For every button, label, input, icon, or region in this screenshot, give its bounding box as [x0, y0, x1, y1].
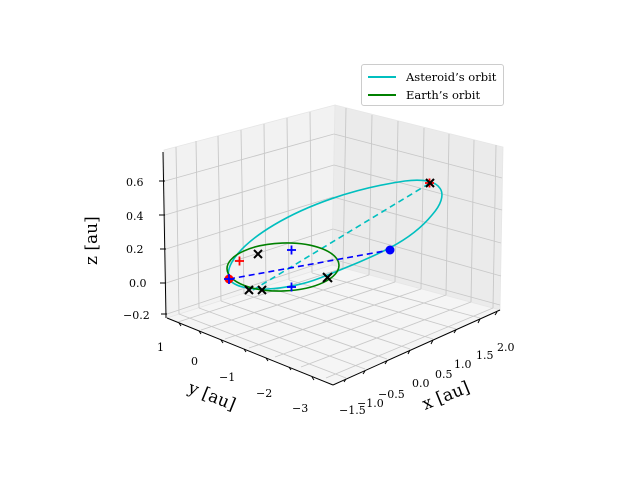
earth-orbit [226, 242, 340, 292]
y-axis-line [166, 317, 334, 386]
legend: Asteroid’s orbit Earth’s orbit [361, 64, 504, 106]
legend-item-earth: Earth’s orbit [362, 86, 480, 104]
earth-swatch [368, 94, 396, 96]
svg-text:−3: −3 [292, 402, 308, 415]
grid-lines [164, 107, 503, 379]
svg-text:0.2: 0.2 [126, 243, 144, 256]
svg-text:0.4: 0.4 [126, 210, 144, 223]
legend-label: Earth’s orbit [406, 88, 481, 102]
svg-text:0.5: 0.5 [435, 368, 453, 381]
svg-text:−1: −1 [219, 371, 235, 384]
x-tick-labels: −1.5 −1.0 −0.5 0.0 0.5 1.0 1.5 2.0 [339, 341, 515, 417]
svg-text:1: 1 [157, 341, 164, 354]
svg-text:2.0: 2.0 [497, 341, 515, 354]
markers [224, 178, 435, 295]
asteroid-swatch [368, 76, 396, 78]
svg-text:−1.5: −1.5 [339, 404, 366, 417]
y-tick-labels: 1 0 −1 −2 −3 [157, 341, 308, 415]
legend-item-asteroid: Asteroid’s orbit [362, 68, 496, 86]
legend-label: Asteroid’s orbit [406, 70, 497, 84]
asteroid-apsides-line [252, 182, 431, 291]
svg-text:0.6: 0.6 [126, 176, 144, 189]
axis-lines [159, 151, 501, 386]
svg-text:−2: −2 [256, 387, 272, 400]
svg-text:1.0: 1.0 [454, 358, 472, 371]
z-axis-line [162, 151, 167, 319]
z-tick-labels: 0.6 0.4 0.2 0.0 −0.2 [123, 176, 150, 322]
axes-panes [163, 104, 504, 386]
svg-text:0: 0 [191, 355, 198, 368]
svg-text:1.5: 1.5 [476, 349, 494, 362]
earth-asteroid-line [228, 249, 391, 280]
x-axis-line [332, 309, 501, 386]
svg-text:0.0: 0.0 [129, 277, 147, 290]
svg-text:−1.0: −1.0 [357, 397, 384, 410]
z-axis-label: z [au] [82, 216, 102, 265]
asteroid-orbit [227, 179, 443, 291]
svg-text:−0.5: −0.5 [378, 388, 405, 401]
asteroid-point [385, 245, 395, 255]
svg-text:−0.2: −0.2 [123, 309, 150, 322]
svg-text:0.0: 0.0 [412, 377, 430, 390]
